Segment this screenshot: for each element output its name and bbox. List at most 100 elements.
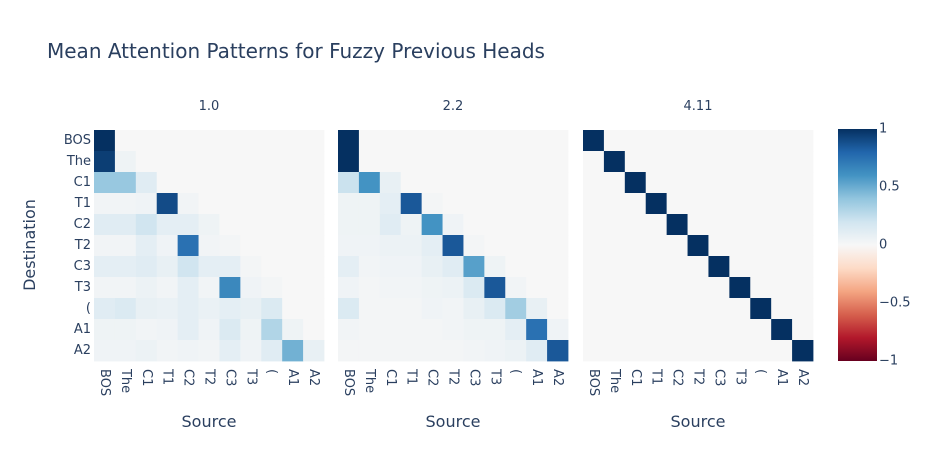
heatmap-cell-r2-c5 [442, 172, 464, 194]
x-tick-label: T1 [649, 368, 664, 385]
heatmap-cell-r6-c0 [94, 256, 116, 278]
heatmap-cell-r1-c9 [282, 151, 304, 173]
heatmap-cell-r10-c1 [358, 340, 381, 362]
heatmap-cell-r7-c8 [750, 277, 772, 299]
heatmap-cell-r8-c9 [282, 298, 304, 320]
heatmap-cell-r6-c1 [358, 256, 381, 278]
heatmap-cell-r4-c7 [240, 214, 262, 236]
y-tick-label: The [66, 154, 91, 169]
x-tick-label: C3 [222, 369, 237, 386]
heatmap-cell-r0-c5 [687, 130, 709, 152]
heatmap-cell-r2-c6 [219, 172, 241, 194]
heatmap-cell-r4-c10 [303, 214, 325, 236]
heatmap-cell-r2-c9 [526, 172, 548, 194]
heatmap-cell-r1-c5 [442, 151, 464, 173]
heatmap-cell-r4-c2 [624, 214, 647, 236]
heatmap-cell-r9-c0 [338, 319, 360, 341]
heatmap-cell-r9-c6 [219, 319, 241, 341]
heatmap-cell-r6-c10 [792, 256, 814, 278]
heatmap-cell-r7-c9 [771, 277, 793, 299]
heatmap-cell-r4-c3 [156, 214, 179, 236]
heatmap-cell-r2-c6 [708, 172, 730, 194]
heatmap-cell-r8-c0 [583, 298, 605, 320]
heatmap-cell-r7-c10 [547, 277, 569, 299]
heatmap-cell-r0-c8 [261, 130, 283, 152]
x-tick-label: C1 [628, 369, 643, 386]
heatmap-cell-r9-c10 [303, 319, 325, 341]
heatmap-cell-r10-c1 [603, 340, 626, 362]
heatmap-cell-r5-c2 [624, 235, 647, 257]
x-tick-label: ( [508, 369, 523, 374]
heatmap-cell-r1-c2 [624, 151, 647, 173]
heatmap-cell-r9-c10 [792, 319, 814, 341]
x-tick-label: C3 [711, 369, 726, 386]
heatmap-cell-r9-c6 [463, 319, 485, 341]
heatmap-cell-r1-c5 [687, 151, 709, 173]
heatmap-cell-r1-c6 [708, 151, 730, 173]
heatmap-cell-r2-c9 [282, 172, 304, 194]
heatmap-cell-r2-c7 [240, 172, 262, 194]
heatmap-cell-r3-c7 [240, 193, 262, 215]
heatmap-cell-r10-c9 [771, 340, 793, 362]
heatmap-cell-r7-c5 [198, 277, 220, 299]
heatmap-cell-r8-c4 [177, 298, 199, 320]
heatmap-cell-r2-c2 [379, 172, 402, 194]
heatmap-cell-r10-c2 [379, 340, 402, 362]
heatmap-cell-r9-c10 [547, 319, 569, 341]
heatmap-cell-r6-c2 [379, 256, 402, 278]
heatmap-cell-r5-c5 [442, 235, 464, 257]
heatmap-cell-r7-c1 [114, 277, 137, 299]
heatmap-cell-r5-c4 [666, 235, 688, 257]
heatmap-cell-r8-c2 [135, 298, 158, 320]
heatmap-cell-r3-c5 [442, 193, 464, 215]
heatmap-cell-r10-c6 [708, 340, 730, 362]
heatmap-cell-r1-c8 [261, 151, 283, 173]
heatmap-cell-r3-c3 [156, 193, 179, 215]
heatmap-cell-r3-c1 [603, 193, 626, 215]
x-tick-label: The [607, 368, 622, 393]
heatmap-cell-r3-c1 [114, 193, 137, 215]
heatmap-cell-r4-c8 [261, 214, 283, 236]
heatmap-cell-r2-c1 [358, 172, 381, 194]
heatmap-cell-r10-c5 [198, 340, 220, 362]
heatmap-cell-r5-c3 [156, 235, 179, 257]
x-tick-label: C2 [425, 369, 440, 386]
x-tick-label: BOS [586, 369, 601, 396]
x-tick-label: T2 [446, 368, 461, 385]
heatmap-cell-r6-c5 [442, 256, 464, 278]
heatmap-cell-r9-c9 [771, 319, 793, 341]
heatmap-cell-r9-c1 [114, 319, 137, 341]
heatmap-cell-r3-c1 [358, 193, 381, 215]
heatmap-cell-r2-c7 [484, 172, 506, 194]
heatmap-cell-r0-c4 [666, 130, 688, 152]
heatmap-cell-r4-c6 [219, 214, 241, 236]
x-tick-label: ( [264, 369, 279, 374]
heatmap-cell-r0-c4 [177, 130, 199, 152]
heatmap-cell-r10-c5 [687, 340, 709, 362]
heatmap-cell-r6-c2 [135, 256, 158, 278]
heatmap-cell-r9-c2 [135, 319, 158, 341]
x-tick-label: ( [753, 369, 768, 374]
heatmap-cell-r7-c2 [135, 277, 158, 299]
heatmap-cell-r2-c3 [645, 172, 668, 194]
heatmap-cell-r7-c6 [708, 277, 730, 299]
heatmap-cell-r6-c1 [114, 256, 137, 278]
heatmap-cell-r8-c2 [624, 298, 647, 320]
heatmap-cell-r10-c8 [261, 340, 283, 362]
chart-title: Mean Attention Patterns for Fuzzy Previo… [47, 39, 545, 63]
heatmap-cell-r3-c6 [708, 193, 730, 215]
heatmap-cell-r1-c6 [463, 151, 485, 173]
heatmap-cell-r2-c0 [338, 172, 360, 194]
heatmap-cell-r5-c10 [303, 235, 325, 257]
heatmap-cell-r10-c0 [94, 340, 116, 362]
heatmap-cell-r0-c0 [94, 130, 116, 152]
x-tick-label: A2 [795, 369, 810, 386]
x-tick-label: T1 [404, 368, 419, 385]
heatmap-cell-r9-c8 [750, 319, 772, 341]
heatmap-cell-r6-c0 [583, 256, 605, 278]
heatmap-cell-r7-c8 [505, 277, 527, 299]
heatmap-cell-r6-c10 [547, 256, 569, 278]
heatmap-cell-r2-c6 [463, 172, 485, 194]
heatmap-cell-r5-c6 [219, 235, 241, 257]
heatmap-cell-r5-c2 [379, 235, 402, 257]
